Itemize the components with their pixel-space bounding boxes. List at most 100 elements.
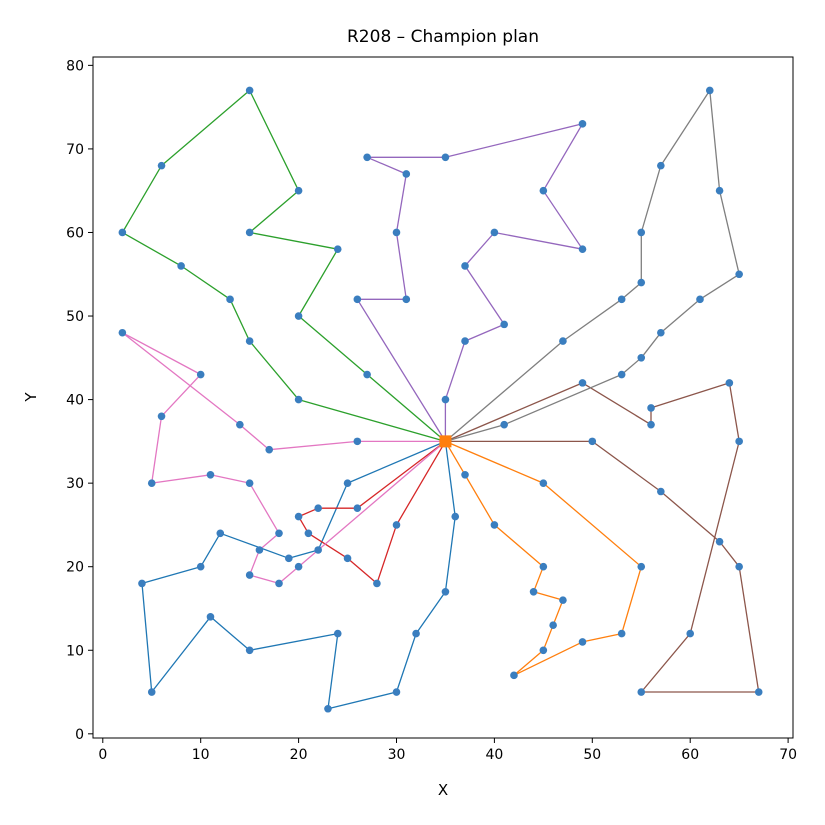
customer-point-r7-6 [245,479,254,487]
route-line-5 [356,123,584,442]
customer-point-r4-7 [392,521,401,529]
customer-point-r7-1 [294,562,303,571]
customer-point-r8-2 [617,370,626,379]
customer-point-r3-4 [177,262,185,270]
customer-point-r1-8 [206,613,215,621]
customer-point-r7-9 [157,412,166,421]
customer-point-r7-4 [255,546,264,554]
customer-point-r4-6 [373,579,381,588]
customer-point-r7-2 [275,579,283,588]
customer-point-r4-4 [304,529,313,538]
customer-point-r5-11 [461,262,469,270]
customer-point-r3-7 [245,86,254,95]
customer-point-r1-13 [412,629,420,638]
customer-point-r8-1 [500,420,508,429]
customer-point-r3-12 [363,370,371,379]
customer-point-r5-12 [500,320,508,329]
customer-point-r3-5 [118,228,127,237]
customer-point-r3-8 [294,186,303,195]
customer-point-r6-11 [647,420,655,429]
x-tick-label-6: 60 [681,747,699,763]
y-tick-label-4: 40 [66,393,84,409]
customer-point-r5-14 [441,395,450,404]
y-tick-label-8: 80 [66,58,84,74]
y-tick-label-3: 30 [66,476,84,492]
customer-point-r3-9 [245,228,254,237]
customer-point-r7-10 [196,370,205,379]
customer-point-r3-3 [226,295,234,304]
customer-point-r1-7 [147,688,156,696]
customer-point-r2-1 [461,470,469,479]
y-axis-label: Y [22,392,40,403]
customer-point-r3-2 [245,337,254,345]
customer-point-r5-8 [539,186,548,195]
customer-point-r7-5 [275,529,283,538]
customer-point-r8-6 [735,270,743,279]
customer-point-r2-4 [529,587,538,596]
customer-point-r5-4 [402,170,411,178]
customer-point-r6-6 [637,688,646,696]
customer-point-r8-11 [637,278,646,287]
customer-point-r3-1 [294,395,303,404]
customer-point-r1-9 [245,646,254,655]
customer-point-r4-5 [343,554,352,563]
customer-point-r2-12 [539,479,548,487]
customer-point-r1-15 [451,512,460,521]
x-tick-label-1: 10 [192,747,210,763]
customer-point-r5-2 [402,295,411,304]
customer-point-r8-13 [559,337,567,345]
customer-point-r8-3 [637,354,646,362]
customer-point-r6-7 [686,629,695,638]
customer-point-r4-1 [353,504,362,513]
x-tick-label-4: 40 [485,747,503,763]
customer-point-r1-3 [285,554,293,563]
customer-point-r6-4 [735,562,743,571]
customer-point-r6-3 [715,537,724,546]
customer-point-r2-3 [539,562,548,571]
customer-point-r7-12 [236,420,244,429]
customer-point-r8-8 [705,86,714,95]
depot-marker [439,435,452,448]
customer-point-r2-9 [578,638,587,646]
customer-point-r1-1 [343,479,352,487]
customer-point-r6-8 [735,437,743,446]
customer-point-r3-11 [294,312,303,320]
customer-point-r5-3 [392,228,401,237]
customer-point-r6-5 [754,688,763,696]
customer-point-r2-11 [637,562,646,571]
customer-point-r1-11 [324,704,332,713]
customer-point-r7-11 [118,328,127,337]
customer-point-r5-7 [578,120,587,128]
y-tick-label-0: 0 [75,727,84,743]
x-tick-label-2: 20 [290,747,308,763]
customer-point-r8-4 [657,328,665,337]
route-line-7 [121,332,446,585]
route-line-3 [121,89,446,443]
customer-point-r1-14 [441,587,450,596]
customer-point-r4-2 [314,504,322,513]
customer-point-r3-6 [157,161,166,170]
y-tick-label-2: 20 [66,560,84,576]
plot-area: 0 10 20 30 40 50 60 70 0 10 20 30 40 50 60 70 80 [66,56,797,763]
customer-point-r7-8 [147,479,156,487]
customer-point-r5-1 [353,295,362,304]
customer-point-r7-13 [265,445,274,454]
customer-point-r1-6 [138,579,146,588]
customer-point-r8-5 [696,295,704,304]
x-tick-label-3: 30 [388,747,406,763]
customer-point-r2-6 [549,621,557,629]
customer-point-r8-12 [617,295,626,304]
customer-point-r6-9 [725,379,734,387]
customer-point-r1-2 [314,546,322,554]
customer-point-r7-7 [206,470,215,479]
route-line-2 [444,440,642,676]
customer-point-r3-10 [333,245,342,253]
customer-point-r2-10 [617,629,626,638]
customer-point-r5-9 [578,245,587,253]
y-tick-label-6: 60 [66,225,84,241]
customer-point-r1-12 [392,688,401,696]
plot-frame [92,56,794,739]
customer-point-r6-1 [588,437,597,446]
customer-point-r5-13 [461,337,469,345]
